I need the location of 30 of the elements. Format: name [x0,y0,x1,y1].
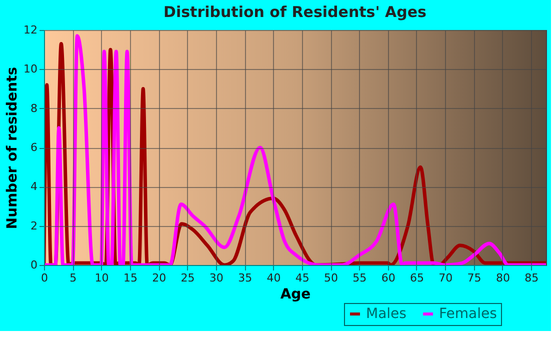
x-tick-label: 35 [238,272,252,284]
x-tick-label: 70 [438,272,453,284]
y-tick-label: 0 [30,258,38,272]
x-tick-label: 0 [41,272,48,284]
x-tick-label: 40 [266,272,281,284]
y-axis-title: Number of residents [4,66,21,230]
y-tick-label: 8 [30,102,38,115]
x-tick-label: 45 [295,272,310,284]
x-tick-label: 25 [180,272,195,284]
x-tick-label: 20 [152,272,166,284]
x-tick-label: 65 [410,272,424,284]
x-tick-label: 60 [381,272,396,284]
x-tick-label: 30 [209,272,224,284]
legend-label: Females [439,306,497,322]
y-tick-label: 10 [24,62,38,76]
x-tick-label: 5 [70,272,77,284]
y-tick-label: 4 [30,180,38,194]
y-tick-label: 6 [30,141,38,154]
y-tick-label: 12 [24,24,38,36]
legend-label: Males [366,306,406,322]
x-tick-label: 50 [324,272,338,284]
x-axis-title: Age [280,286,311,302]
chart-title: Distribution of Residents' Ages [164,3,427,21]
x-tick-label: 15 [123,272,138,284]
x-tick-label: 80 [496,272,510,284]
x-tick-label: 75 [467,272,482,284]
x-tick-label: 85 [524,272,539,284]
x-tick-label: 10 [94,272,109,284]
x-tick-label: 55 [352,272,367,284]
y-tick-label: 2 [30,219,38,232]
